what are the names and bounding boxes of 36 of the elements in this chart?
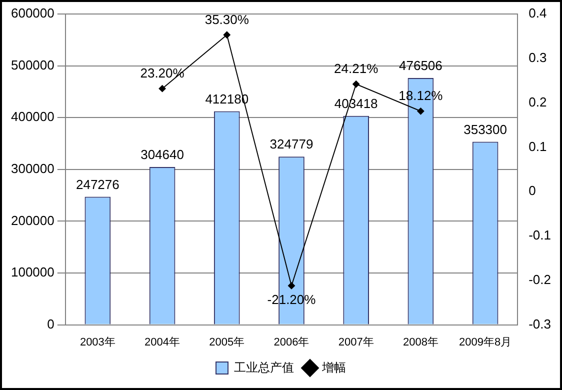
y2-tick-label: 0.4 (528, 6, 547, 21)
y-tick-label: 200000 (10, 212, 54, 228)
y2-tick-label: -0.3 (528, 316, 552, 332)
y-tick-label: 400000 (10, 109, 54, 124)
data-label: 476506 (399, 58, 442, 74)
point (352, 80, 360, 88)
y-tick-label: 300000 (10, 160, 54, 176)
x-tick-label: 2009年8月 (459, 336, 512, 348)
y-tick-label: 500000 (10, 57, 54, 72)
x-tick-label: 2003年 (80, 336, 116, 348)
data-label: 247276 (76, 176, 120, 192)
y2-tick-label: -0.1 (528, 228, 552, 243)
y2-tick-label: -0.2 (528, 272, 552, 287)
point (158, 85, 166, 92)
point (223, 31, 230, 38)
x-tick-label: 2008年 (402, 336, 438, 348)
y2-tick-label: 0.1 (528, 138, 547, 154)
y2-tick-label: 0.2 (528, 94, 547, 110)
y2-tick-label: 0.3 (528, 50, 547, 65)
data-label: 304640 (140, 147, 184, 162)
legend-label: 增幅 (321, 360, 346, 374)
data-label: 324779 (270, 136, 314, 152)
data-label: 24.21% (334, 61, 379, 76)
x-tick-label: 2006年 (274, 336, 310, 348)
y-tick-label: 0 (47, 316, 54, 332)
point (417, 108, 424, 115)
data-label: 353300 (464, 122, 507, 137)
y-tick-label: 100000 (10, 264, 54, 280)
x-tick-label: 2007年 (338, 336, 374, 348)
y2-tick-label: 0 (528, 183, 536, 198)
y-tick-label: 600000 (10, 6, 54, 21)
x-tick-label: 2004年 (144, 336, 180, 348)
point (288, 282, 295, 290)
legend-label: 工业总产值 (234, 360, 294, 374)
data-label: 35.30% (204, 12, 250, 27)
x-tick-label: 2005年 (209, 336, 245, 348)
